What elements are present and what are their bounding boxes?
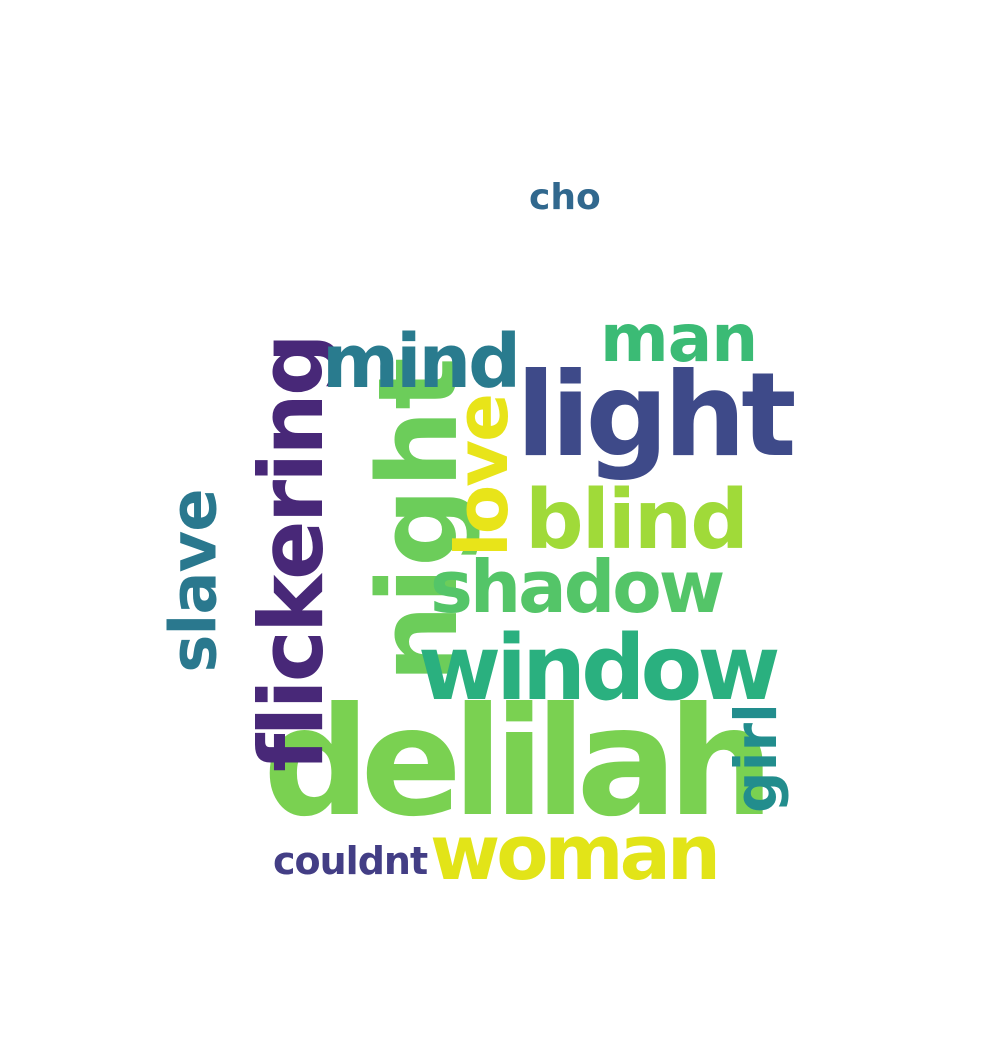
word-slave: slave: [157, 489, 232, 673]
word-woman: woman: [430, 808, 721, 897]
word-blind: blind: [525, 473, 749, 568]
word-shadow: shadow: [430, 545, 725, 629]
word-window: window: [418, 616, 780, 721]
word-couldnt: couldnt: [273, 839, 428, 883]
word-mind: mind: [322, 319, 521, 405]
word-light: light: [516, 348, 797, 483]
word-cho: cho: [529, 177, 601, 218]
word-man: man: [600, 300, 758, 377]
word-girl: girl: [721, 703, 790, 813]
word-love: love: [439, 395, 524, 557]
word-delilah: delilah: [263, 676, 774, 850]
